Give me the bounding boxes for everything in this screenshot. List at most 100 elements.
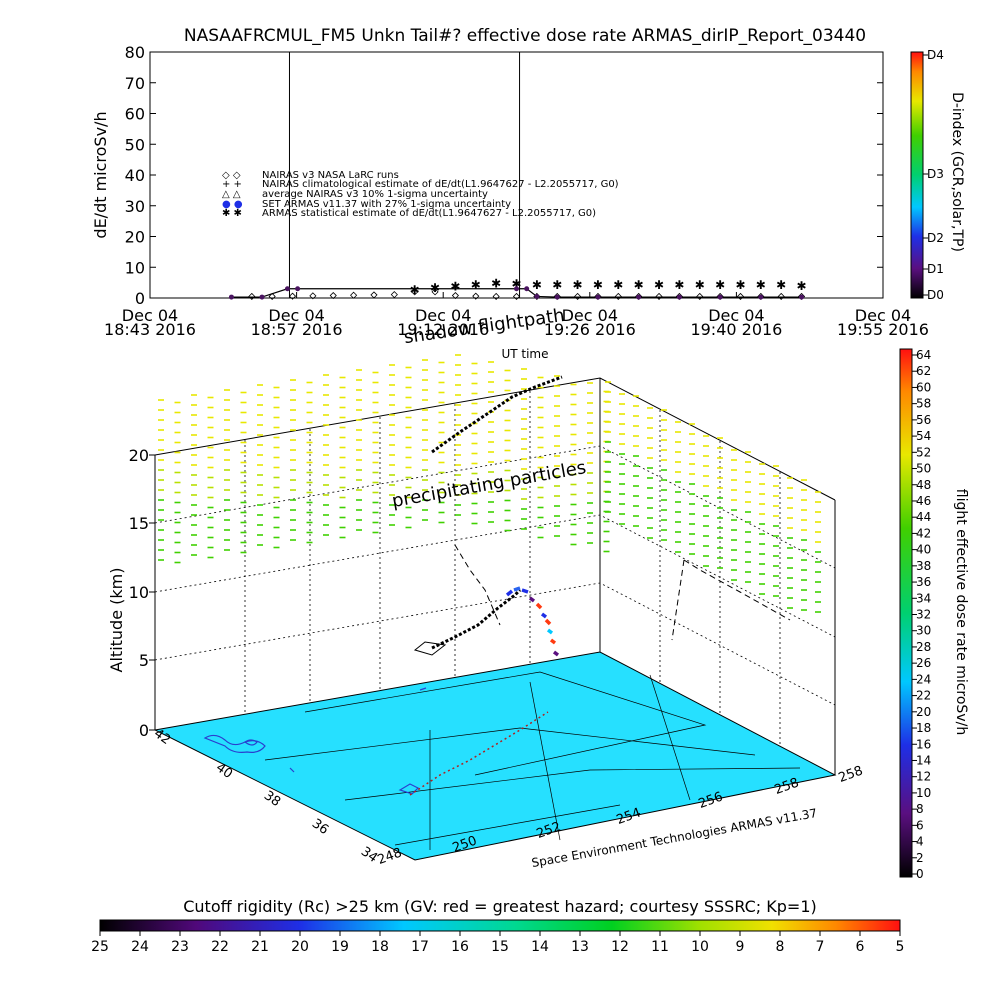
- set-armas-point: [636, 294, 642, 300]
- dose-tick-label: 6: [916, 818, 924, 832]
- top-x-tick-label-time: 19:55 2016: [837, 320, 929, 339]
- flight-path-side-drop: [671, 559, 685, 641]
- dose-tick-label: 46: [916, 494, 931, 508]
- top-y-tick-label: 30: [125, 197, 145, 216]
- takeoff-marker: [413, 641, 447, 656]
- top-y-axis-ticks: 0 10 20 30 40 50 60 70 80: [125, 43, 883, 308]
- flight-path: [413, 375, 791, 656]
- altitude-tick-label: 20: [129, 446, 149, 465]
- rc-tick-label: 7: [816, 939, 825, 955]
- rc-tick-label: 11: [651, 939, 669, 955]
- dose-tick-label: 4: [916, 835, 924, 849]
- rc-tick-label: 23: [171, 939, 189, 955]
- nairas-point: [472, 292, 480, 300]
- dose-colorbar-label: flight effective dose rate microSv/h: [953, 489, 969, 735]
- armas-estimate-point: ✱: [797, 279, 807, 293]
- nairas-point: [696, 292, 704, 301]
- armas-estimate-point: ✱: [593, 278, 603, 292]
- set-armas-point: [799, 294, 805, 300]
- cutoff-rigidity-title: Cutoff rigidity (Rc) >25 km (GV: red = g…: [183, 897, 817, 916]
- armas-estimate-point: ✱: [511, 277, 521, 291]
- set-armas-point: [676, 294, 682, 300]
- legend-symbol-2: △ △: [222, 189, 241, 200]
- altitude-axis-ticks: 0 5 10 15 20: [129, 446, 155, 740]
- dose-colorbar: [899, 348, 913, 878]
- legend-symbol-1: + +: [222, 179, 242, 190]
- top-x-tick-label-time: 18:43 2016: [104, 320, 196, 339]
- rc-tick-label: 14: [531, 939, 549, 955]
- dose-tick-label: 62: [916, 364, 931, 378]
- dose-tick-label: 36: [916, 575, 931, 589]
- nairas-point: [574, 292, 582, 301]
- dose-tick-label: 18: [916, 721, 931, 735]
- dose-tick-label: 2: [916, 851, 924, 865]
- dose-tick-label: 30: [916, 624, 931, 638]
- top-x-tick-label-date: Dec 04: [122, 306, 178, 325]
- armas-estimate-point: ✱: [735, 278, 745, 292]
- nairas-point: [512, 292, 521, 301]
- dose-tick-label: 8: [916, 802, 924, 816]
- flight-path-main: [431, 588, 522, 650]
- rc-tick-label: 8: [776, 939, 785, 955]
- dindex-colorbar: [910, 51, 924, 299]
- top-x-tick-label-date: Dec 04: [415, 306, 471, 325]
- ground-shadow-track: [409, 711, 549, 796]
- dose-tick-label: 32: [916, 608, 931, 622]
- top-marker-lines: [288, 52, 521, 298]
- rc-tick-label: 13: [571, 939, 589, 955]
- rc-tick-label: 15: [491, 939, 509, 955]
- rc-tick-label: 9: [736, 939, 745, 955]
- dose-tick-label: 16: [916, 737, 931, 751]
- armas-estimate-point: ✱: [410, 283, 420, 297]
- set-armas-point: [534, 293, 540, 299]
- armas-estimate-point: ✱: [471, 278, 481, 292]
- nairas-point: [411, 288, 419, 296]
- 3d-box-grid: [154, 391, 836, 747]
- top-x-tick-label-date: Dec 04: [855, 306, 911, 325]
- nairas-point: [614, 292, 622, 301]
- dose-tick-label: 20: [916, 705, 931, 719]
- rc-tick-label: 18: [371, 939, 389, 955]
- top-x-tick-label-time: 19:12 2016: [397, 320, 489, 339]
- set-armas-point: [228, 294, 234, 300]
- set-armas-point: [284, 286, 290, 292]
- nairas-point: [350, 291, 358, 299]
- dose-tick-label: 24: [916, 672, 931, 686]
- dose-tick-label: 34: [916, 591, 931, 605]
- armas-estimate-point: ✱: [491, 277, 501, 291]
- rc-tick-label: 6: [856, 939, 865, 955]
- nairas-point: [655, 292, 663, 301]
- cutoff-rigidity-ticks: 25 24 23 22 21 20 19 18 17 16 15 14 13 12 11 10 9 8 7 6 5: [91, 931, 904, 955]
- set-armas-point: [717, 294, 723, 300]
- flight-path-dashed-drop: [454, 544, 501, 626]
- latitude-tick-label: 36: [309, 816, 331, 838]
- altitude-tick-label: 15: [129, 514, 149, 533]
- ground-map-lines: [264, 671, 801, 850]
- precipitating-particles-label: precipitating particles: [390, 457, 587, 512]
- top-series-marks: ✱ ✱ ✱ ✱ ✱ ✱ ✱ ✱ ✱ ✱ ✱ ✱ ✱ ✱ ✱ ✱ ✱ ✱ ✱ ✱: [228, 277, 807, 301]
- armas-estimate-point: ✱: [532, 278, 542, 292]
- dindex-tick-label: D0: [927, 288, 944, 302]
- altitude-tick-label: 0: [139, 721, 149, 740]
- legend-label-2: average NAIRAS v3 10% 1-sigma uncertaint…: [262, 189, 488, 200]
- altitude-axis-label: Altitude (km): [107, 568, 126, 673]
- rc-tick-label: 20: [291, 939, 309, 955]
- armas-estimate-point: ✱: [573, 278, 583, 292]
- nairas-point: [370, 291, 378, 299]
- legend-label-1: NAIRAS climatological estimate of dE/dt(…: [262, 179, 619, 190]
- dose-tick-label: 48: [916, 478, 931, 492]
- dose-tick-label: 40: [916, 543, 931, 557]
- dose-tick-label: 38: [916, 559, 931, 573]
- nairas-point: [777, 292, 785, 301]
- top-x-tick-label-date: Dec 04: [708, 306, 764, 325]
- top-chart-title: NASAAFRCMUL_FM5 Unkn Tail#? effective do…: [184, 26, 866, 46]
- dose-tick-label: 26: [916, 656, 931, 670]
- top-x-tick-label-time: 19:26 2016: [544, 320, 636, 339]
- legend-symbol-3: ● ●: [222, 199, 243, 210]
- set-armas-point: [524, 286, 530, 292]
- dindex-colorbar-ticks: D4 D3 D2 D1 D0: [923, 48, 944, 302]
- dose-tick-label: 0: [916, 867, 924, 881]
- dose-tick-label: 56: [916, 413, 931, 427]
